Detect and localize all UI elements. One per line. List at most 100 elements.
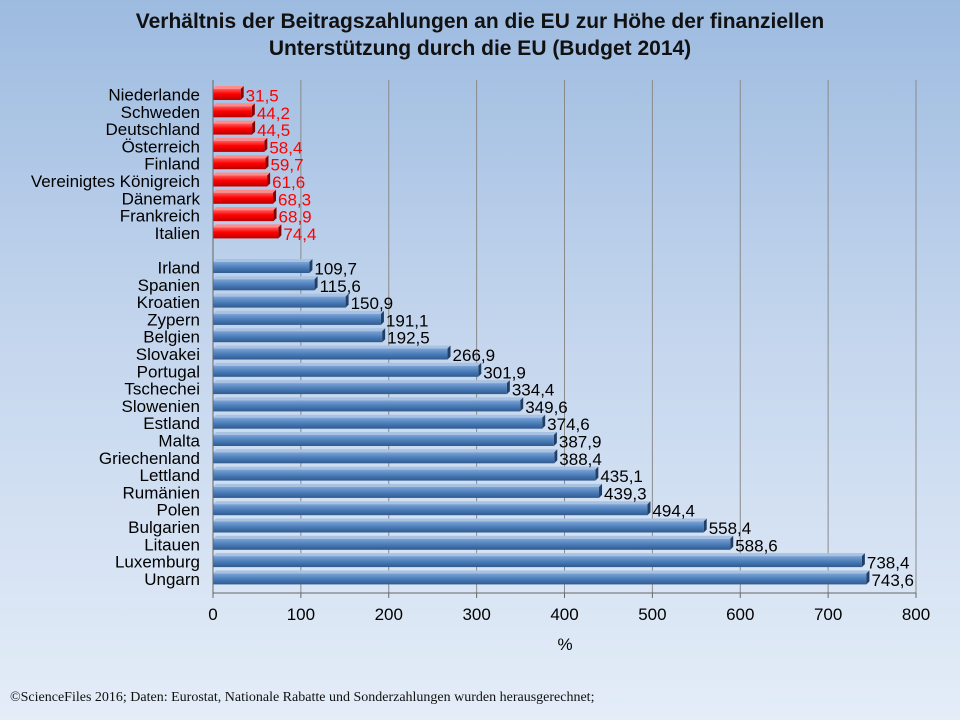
bar-top-face: [213, 449, 558, 453]
bar-top-face: [213, 570, 870, 574]
data-label: 738,4: [867, 554, 910, 573]
category-label: Litauen: [144, 535, 200, 554]
category-label: Malta: [158, 432, 200, 451]
category-label: Frankreich: [120, 207, 200, 226]
data-label: 68,9: [279, 208, 312, 227]
data-label: 494,4: [652, 502, 695, 521]
bar: [213, 452, 555, 464]
x-tick-label: 400: [550, 605, 578, 624]
bar-top-face: [213, 103, 255, 107]
bar-top-face: [213, 518, 707, 522]
data-label: 68,3: [278, 190, 311, 209]
x-tick-label: 200: [375, 605, 403, 624]
bar-side-face: [309, 259, 313, 273]
bar: [213, 89, 241, 100]
bar-side-face: [730, 535, 734, 550]
data-label: 349,6: [525, 398, 568, 417]
data-label: 387,9: [559, 433, 602, 452]
category-label: Irland: [157, 259, 200, 278]
bar-top-face: [213, 414, 546, 418]
category-label: Portugal: [137, 362, 200, 381]
category-label: Österreich: [122, 137, 200, 156]
bar: [213, 435, 554, 446]
data-label: 266,9: [453, 346, 496, 365]
category-label: Tschechei: [124, 380, 200, 399]
bar-side-face: [273, 207, 277, 222]
data-label: 59,7: [270, 156, 303, 175]
data-label: 743,6: [871, 571, 914, 590]
data-label: 439,3: [604, 484, 647, 503]
bar-side-face: [599, 483, 603, 498]
data-label: 192,5: [387, 329, 430, 348]
chart-title-line-1: Verhältnis der Beitragszahlungen an die …: [135, 10, 825, 33]
bar-side-face: [314, 276, 318, 291]
bar-top-face: [213, 362, 482, 366]
axes: 0 100 200 300 400 500 600 700 800: [208, 80, 930, 624]
bar-side-face: [554, 449, 558, 464]
category-label: Luxemburg: [115, 553, 200, 572]
value-labels: 31,544,244,558,459,761,668,368,974,4 109,…: [246, 87, 914, 590]
bar-side-face: [866, 570, 870, 585]
bar-side-face: [251, 103, 255, 118]
data-label: 115,6: [320, 277, 361, 296]
source-footnote: ©ScienceFiles 2016; Daten: Eurostat, Nat…: [10, 690, 595, 705]
bar-side-face: [345, 293, 349, 308]
category-label: Kroatien: [137, 293, 200, 312]
bar-side-face: [478, 362, 482, 377]
bar-side-face: [595, 466, 599, 481]
category-label: Lettland: [140, 466, 201, 485]
bar-side-face: [703, 518, 707, 533]
data-label: 588,6: [735, 536, 778, 555]
bar: [213, 140, 265, 152]
data-label: 31,5: [246, 87, 279, 106]
bar-side-face: [264, 137, 268, 152]
bar: [213, 192, 274, 204]
bar: [213, 227, 279, 239]
bar-side-face: [380, 310, 384, 325]
data-label: 301,9: [483, 363, 526, 382]
bar: [213, 504, 648, 516]
x-tick-label: 300: [462, 605, 490, 624]
data-label: 558,4: [709, 519, 752, 538]
bar-top-face: [213, 276, 318, 280]
bar-top-face: [213, 137, 268, 141]
x-tick-label: 500: [638, 605, 666, 624]
bar-top-face: [213, 86, 244, 89]
category-label: Belgien: [143, 328, 200, 347]
category-label: Griechenland: [99, 449, 200, 468]
bar: [213, 262, 310, 273]
bar: [213, 400, 521, 412]
bar-top-face: [213, 189, 277, 193]
data-label: 44,5: [257, 121, 290, 140]
data-label: 388,4: [559, 450, 602, 469]
category-label: Slovakei: [136, 345, 200, 364]
bar-top-face: [213, 155, 269, 159]
bar-top-face: [213, 466, 599, 470]
bar-top-face: [213, 328, 386, 332]
bar: [213, 106, 252, 118]
bar: [213, 486, 600, 498]
data-label: 374,6: [547, 415, 590, 434]
category-label: Rumänien: [123, 483, 201, 502]
data-label: 191,1: [386, 311, 429, 330]
bar: [213, 348, 448, 360]
category-label: Estland: [143, 414, 200, 433]
bar-side-face: [240, 86, 244, 100]
bar-side-face: [265, 155, 269, 170]
category-label: Finland: [144, 155, 200, 174]
bar: [213, 573, 867, 585]
category-label: Bulgarien: [128, 518, 200, 537]
bar: [213, 383, 507, 395]
bar: [213, 158, 266, 170]
bar-top-face: [213, 380, 510, 384]
bar-side-face: [553, 432, 557, 446]
bar-top-face: [213, 483, 603, 487]
bar-top-face: [213, 345, 451, 349]
bar: [213, 313, 381, 325]
x-tick-label: 100: [287, 605, 315, 624]
bar: [213, 521, 704, 533]
x-tick-label: 800: [902, 605, 930, 624]
bar-top-face: [213, 120, 256, 124]
bar-side-face: [273, 189, 277, 204]
bar: [213, 469, 596, 481]
